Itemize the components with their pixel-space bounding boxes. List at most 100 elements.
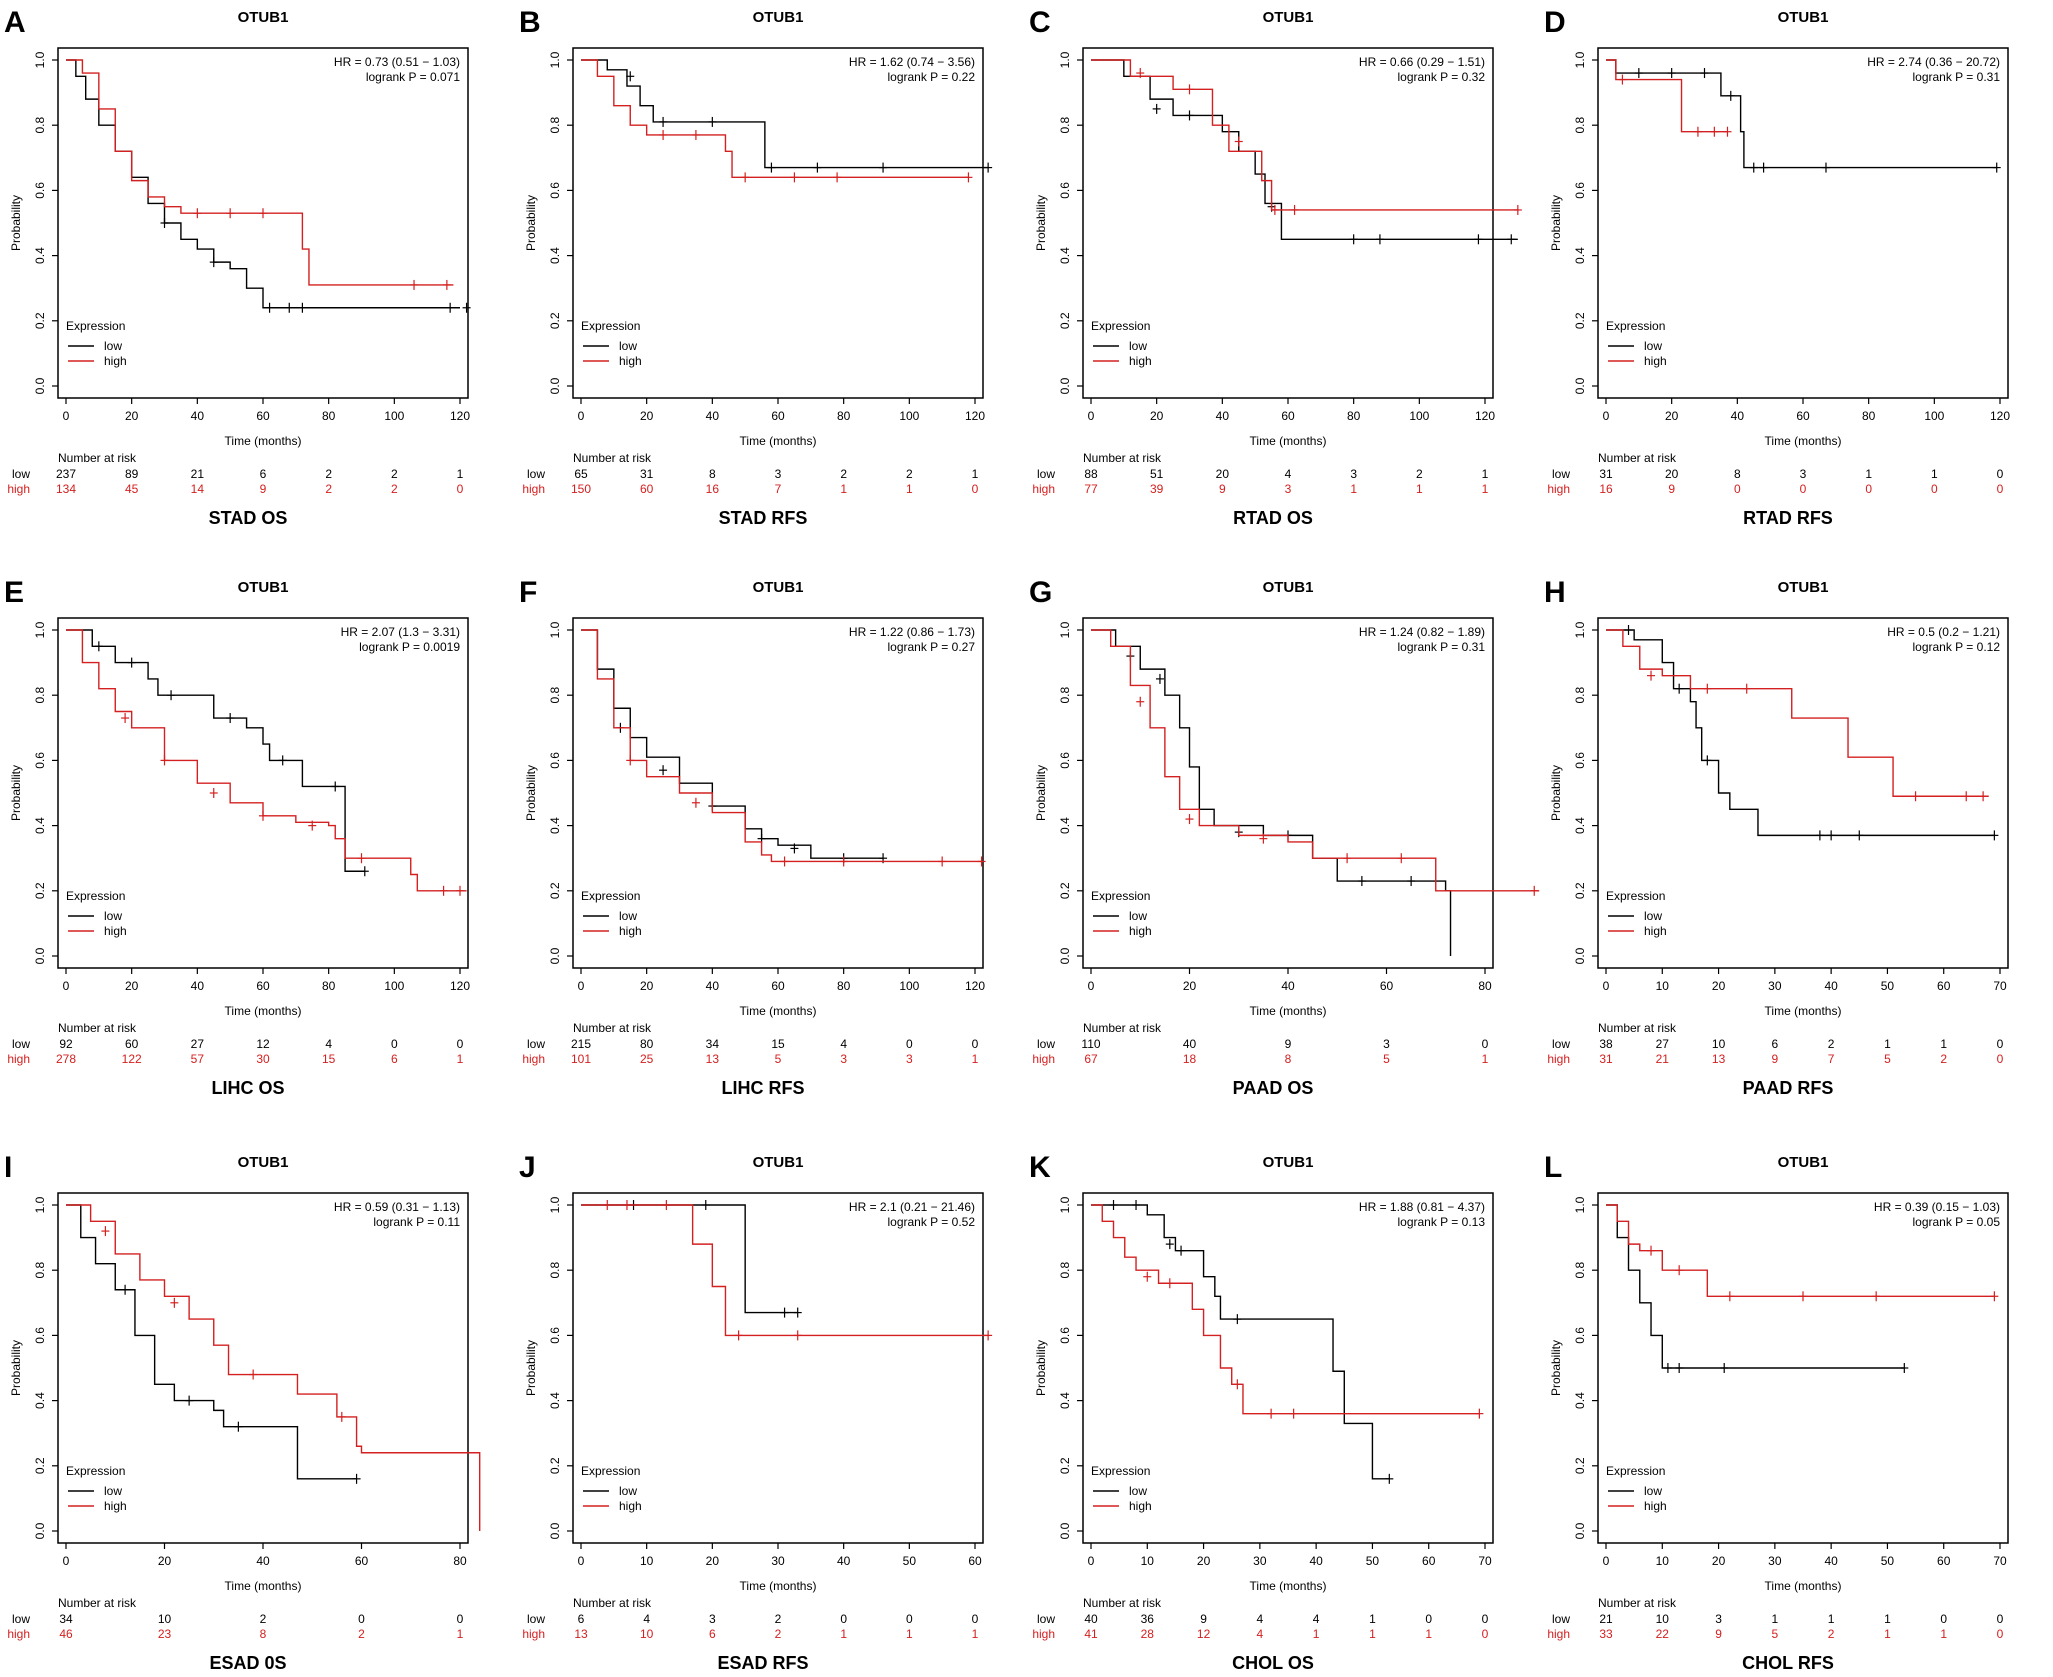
risk-value-low: 0 (457, 1612, 464, 1626)
risk-value-high: 45 (125, 482, 139, 496)
risk-value-low: 34 (706, 1037, 720, 1051)
x-tick-label: 60 (771, 409, 785, 423)
y-tick-label: 1.0 (1573, 51, 1587, 68)
legend-label-low: low (1644, 909, 1662, 923)
risk-value-low: 20 (1665, 467, 1679, 481)
y-tick-label: 0.6 (1573, 182, 1587, 199)
risk-value-low: 27 (191, 1037, 205, 1051)
hazard-ratio: HR = 1.88 (0.81 − 4.37) (1359, 1200, 1485, 1214)
y-tick-label: 1.0 (548, 621, 562, 638)
risk-value-high: 12 (1197, 1627, 1211, 1641)
x-tick-label: 0 (1603, 409, 1610, 423)
y-tick-label: 0.8 (33, 117, 47, 134)
risk-value-low: 4 (1313, 1612, 1320, 1626)
x-tick-label: 0 (1088, 979, 1095, 993)
risk-value-low: 0 (1940, 1612, 1947, 1626)
x-axis-label: Time (months) (1765, 434, 1842, 448)
risk-value-low: 0 (391, 1037, 398, 1051)
risk-table-title: Number at risk (573, 1021, 652, 1035)
risk-value-low: 6 (1772, 1037, 1779, 1051)
x-tick-label: 100 (899, 409, 919, 423)
panel-caption: PAAD RFS (1743, 1078, 1834, 1098)
x-tick-label: 60 (1281, 409, 1295, 423)
hazard-ratio: HR = 2.74 (0.36 − 20.72) (1867, 55, 2000, 69)
risk-value-high: 2 (391, 482, 398, 496)
risk-value-low: 0 (1482, 1037, 1489, 1051)
risk-value-low: 0 (358, 1612, 365, 1626)
risk-row-label-low: low (1552, 1037, 1570, 1051)
risk-value-low: 4 (840, 1037, 847, 1051)
x-tick-label: 20 (640, 979, 654, 993)
y-tick-label: 0.2 (548, 1457, 562, 1474)
y-axis-label: Probability (1034, 765, 1048, 821)
hazard-ratio: HR = 0.73 (0.51 − 1.03) (334, 55, 460, 69)
risk-value-high: 16 (1599, 482, 1613, 496)
risk-value-high: 0 (457, 482, 464, 496)
hazard-ratio: HR = 1.22 (0.86 − 1.73) (849, 625, 975, 639)
risk-row-label-low: low (12, 467, 30, 481)
y-tick-label: 0.6 (1573, 1327, 1587, 1344)
x-tick-label: 40 (256, 1554, 270, 1568)
legend-title: Expression (1606, 1464, 1665, 1478)
risk-value-high: 67 (1084, 1052, 1098, 1066)
x-tick-label: 20 (706, 1554, 720, 1568)
risk-value-low: 34 (59, 1612, 73, 1626)
risk-value-low: 27 (1656, 1037, 1670, 1051)
risk-table-title: Number at risk (1083, 1596, 1162, 1610)
x-tick-label: 40 (1824, 979, 1838, 993)
risk-table-title: Number at risk (58, 1021, 137, 1035)
km-curve-high (1606, 1204, 1995, 1297)
logrank-p: logrank P = 0.32 (1397, 70, 1485, 84)
x-tick-label: 50 (903, 1554, 917, 1568)
x-tick-label: 50 (1881, 1554, 1895, 1568)
risk-value-low: 80 (640, 1037, 654, 1051)
risk-value-high: 0 (1865, 482, 1872, 496)
risk-value-high: 39 (1150, 482, 1164, 496)
risk-value-low: 0 (840, 1612, 847, 1626)
panel-caption: RTAD OS (1233, 508, 1313, 528)
chart-title-G: OTUB1 (1263, 579, 1314, 596)
y-tick-label: 0.8 (1058, 1262, 1072, 1279)
risk-value-low: 10 (1712, 1037, 1726, 1051)
risk-value-high: 3 (1285, 482, 1292, 496)
panel-letter-H: H (1544, 576, 1566, 609)
legend-label-low: low (1129, 1484, 1147, 1498)
y-tick-label: 1.0 (548, 1196, 562, 1213)
panel-letter-J: J (519, 1151, 536, 1184)
km-curve-high (1606, 59, 1728, 133)
legend-label-low: low (1129, 909, 1147, 923)
y-tick-label: 0.0 (1058, 947, 1072, 964)
y-axis-label: Probability (524, 195, 538, 251)
y-tick-label: 0.0 (548, 1522, 562, 1539)
y-tick-label: 0.8 (1058, 687, 1072, 704)
km-curve-high (581, 1204, 989, 1337)
risk-value-low: 3 (1800, 467, 1807, 481)
legend-label-high: high (1644, 924, 1667, 938)
x-tick-label: 70 (1993, 979, 2007, 993)
risk-value-high: 0 (1997, 1052, 2004, 1066)
x-tick-label: 0 (1603, 979, 1610, 993)
logrank-p: logrank P = 0.05 (1912, 1215, 2000, 1229)
x-tick-label: 100 (1409, 409, 1429, 423)
risk-value-low: 12 (256, 1037, 270, 1051)
panel-letter-F: F (519, 576, 537, 609)
logrank-p: logrank P = 0.13 (1397, 1215, 1485, 1229)
x-tick-label: 80 (1347, 409, 1361, 423)
risk-row-label-high: high (522, 1052, 545, 1066)
x-tick-label: 100 (384, 409, 404, 423)
risk-value-low: 110 (1081, 1037, 1100, 1051)
risk-value-low: 40 (1084, 1612, 1098, 1626)
y-tick-label: 0.0 (548, 947, 562, 964)
x-tick-label: 40 (706, 409, 720, 423)
km-curve-high (1091, 59, 1518, 211)
risk-value-low: 2 (906, 467, 913, 481)
risk-row-label-low: low (12, 1037, 30, 1051)
km-curve-low (66, 629, 365, 872)
logrank-p: logrank P = 0.31 (1912, 70, 2000, 84)
panel-letter-D: D (1544, 6, 1566, 39)
risk-value-high: 1 (906, 482, 913, 496)
risk-row-label-high: high (1032, 1627, 1055, 1641)
x-axis-label: Time (months) (740, 1004, 817, 1018)
